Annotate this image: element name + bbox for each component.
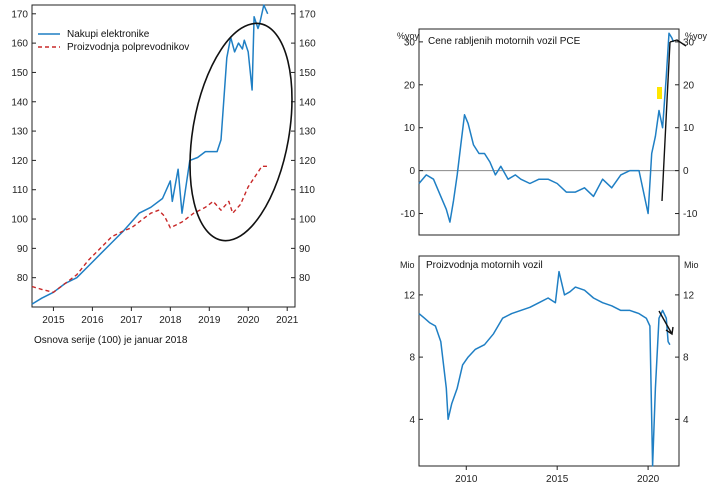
- ytick-right-label: 30: [683, 37, 695, 48]
- bottom-right-title: Proizvodnja motornih vozil: [426, 260, 543, 271]
- ytick-left-label: 140: [11, 97, 28, 108]
- xtick-label: 2017: [120, 315, 143, 326]
- ytick-left-label: 110: [12, 185, 28, 196]
- decline-arrow-head: [665, 326, 674, 336]
- vehicle-production-chart: 2010 2015 2020 4 8 12 4 8 12 Mio Mio Proizvodnj…: [400, 255, 699, 485]
- xtick-label: 2015: [546, 474, 569, 485]
- top-right-ylabel-left: %yoy: [397, 31, 420, 41]
- ytick-right-label: 100: [299, 215, 316, 226]
- series-line-top-right-0: [418, 32, 675, 223]
- xtick-label: 2010: [455, 474, 478, 485]
- ytick-left-label: 12: [404, 290, 416, 301]
- ytick-right-label: 90: [299, 244, 311, 255]
- top-right-ylabel-right: %yoy: [685, 31, 708, 41]
- ytick-right-label: 130: [299, 127, 316, 138]
- ytick-left-label: 20: [404, 80, 416, 91]
- xtick-label: 2021: [276, 315, 299, 326]
- ytick-right-label: 80: [299, 273, 311, 284]
- decline-arrow: [658, 310, 673, 335]
- xtick-label: 2020: [637, 474, 660, 485]
- ytick-left-label: 150: [11, 68, 28, 79]
- ytick-left-label: 100: [11, 215, 28, 226]
- ytick-right-label: 0: [683, 166, 689, 177]
- left-plot-frame: [31, 4, 296, 308]
- trend-arrow: [661, 41, 671, 202]
- ytick-right-label: 140: [299, 97, 316, 108]
- ytick-left-label: 10: [404, 123, 416, 134]
- series-line-left-1: [31, 165, 268, 293]
- xtick-label: 2019: [198, 315, 221, 326]
- ytick-right-label: -10: [683, 209, 698, 220]
- electronics-chart: 2015 2016 2017 2018 2019 2020 2021 80 90 100 110 1…: [11, 4, 316, 346]
- trend-arrow-head: [669, 39, 687, 47]
- ytick-right-label: 20: [683, 80, 695, 91]
- top-right-plot-frame: [418, 28, 680, 236]
- used-vehicle-price-chart: -10 0 10 20 30 -10 0 10 20 30 %yoy %yoy Cene rabl…: [397, 28, 708, 236]
- ytick-right-label: 8: [683, 353, 689, 364]
- ytick-left-label: 170: [11, 9, 28, 20]
- highlight-ellipse: [189, 22, 293, 242]
- ytick-left-label: 90: [17, 244, 29, 255]
- series-line-bottom-right-0: [418, 270, 671, 467]
- legend-label-semiconductors: Proizvodnja polprevodnikov: [67, 42, 189, 53]
- ytick-right-label: 12: [683, 290, 695, 301]
- ytick-right-label: 150: [299, 68, 316, 79]
- bottom-right-ylabel-right: Mio: [684, 260, 699, 270]
- top-right-title: Cene rabljenih motornih vozil PCE: [428, 36, 581, 47]
- ytick-left-label: 160: [11, 39, 28, 50]
- left-legend: Nakupi elektronike Proizvodnja polprevod…: [38, 29, 189, 53]
- ytick-left-label: 30: [404, 37, 416, 48]
- ytick-left-label: 80: [17, 273, 29, 284]
- ytick-left-label: 130: [11, 127, 28, 138]
- ytick-right-label: 110: [299, 185, 315, 196]
- ytick-right-label: 10: [683, 123, 695, 134]
- xtick-label: 2018: [159, 315, 182, 326]
- ytick-right-label: 160: [299, 39, 316, 50]
- legend-label-electronics: Nakupi elektronike: [67, 29, 150, 40]
- highlight-marker: [657, 87, 662, 99]
- ytick-left-label: 8: [409, 353, 415, 364]
- ytick-right-label: 4: [683, 415, 689, 426]
- ytick-left-label: 0: [409, 166, 415, 177]
- bottom-right-plot-frame: [418, 255, 680, 467]
- ytick-right-label: 170: [299, 9, 316, 20]
- ytick-left-label: 120: [11, 156, 28, 167]
- ytick-left-label: -10: [401, 209, 416, 220]
- xtick-label: 2015: [42, 315, 65, 326]
- xtick-label: 2016: [81, 315, 104, 326]
- ytick-right-label: 120: [299, 156, 316, 167]
- xtick-label: 2020: [237, 315, 260, 326]
- bottom-right-ylabel-left: Mio: [400, 260, 415, 270]
- ytick-left-label: 4: [409, 415, 415, 426]
- base-note: Osnova serije (100) je januar 2018: [34, 335, 188, 346]
